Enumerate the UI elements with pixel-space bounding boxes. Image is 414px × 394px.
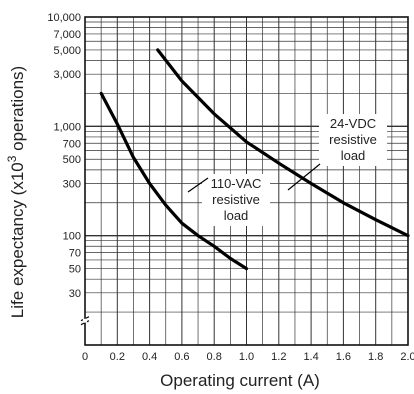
annotation-24-vdc-line: load xyxy=(341,148,366,163)
x-tick-label: 1.0 xyxy=(239,351,254,363)
y-tick-label: 1,000 xyxy=(53,121,81,133)
y-axis-label-sup: 3 xyxy=(5,155,19,162)
annotation-110-vac-line: resistive xyxy=(212,192,260,207)
y-tick-label: 300 xyxy=(63,179,81,191)
y-tick-label: 5,000 xyxy=(53,45,81,57)
x-tick-label: 0.8 xyxy=(207,351,222,363)
plot-frame xyxy=(80,16,409,346)
y-tick-label: 30 xyxy=(69,288,81,300)
y-axis-label: Life expectancy (x103 operations) xyxy=(5,66,27,318)
y-axis-break-gap xyxy=(83,318,87,323)
y-axis-ticks: 10,000 7,000 5,000 3,000 1,000 700 500 300 100 70… xyxy=(47,12,81,300)
annotation-110-vac-line: load xyxy=(224,208,249,223)
y-tick-label: 500 xyxy=(63,154,81,166)
y-tick-label: 10,000 xyxy=(47,12,81,24)
x-tick-label: 1.8 xyxy=(368,351,383,363)
y-axis-label-main: Life expectancy (x10 xyxy=(8,162,27,318)
curve-110-vac xyxy=(99,91,249,271)
annotation-background xyxy=(319,114,387,166)
y-tick-label: 700 xyxy=(63,138,81,150)
annotation-leader-line xyxy=(187,177,209,193)
x-tick-label: 0 xyxy=(82,351,88,363)
curves xyxy=(99,48,410,271)
y-axis-label-tail: operations) xyxy=(8,66,27,156)
x-axis-label: Operating current (A) xyxy=(160,371,320,390)
plot-border xyxy=(84,16,409,346)
x-tick-label: 0.4 xyxy=(142,351,157,363)
x-tick-label: 1.6 xyxy=(336,351,351,363)
annotation-110-vac-line: 110-VAC xyxy=(211,176,262,191)
x-tick-label: 1.4 xyxy=(303,351,318,363)
curve-24-vdc xyxy=(156,48,410,238)
y-tick-label: 100 xyxy=(63,231,81,243)
annotation-24-vdc-line: resistive xyxy=(329,132,377,147)
x-tick-label: 0.6 xyxy=(174,351,189,363)
y-tick-label: 50 xyxy=(69,264,81,276)
y-tick-label: 3,000 xyxy=(53,69,81,81)
grid xyxy=(85,17,408,345)
annotation-background xyxy=(202,174,270,226)
annotation-leader-line xyxy=(287,163,321,191)
x-tick-label: 2.0 xyxy=(400,351,414,363)
y-tick-label: 70 xyxy=(69,248,81,260)
y-tick-label: 7,000 xyxy=(53,29,81,41)
x-axis-ticks: 0 0.2 0.4 0.6 0.8 1.0 1.2 1.4 1.6 1.8 2.0 xyxy=(82,351,414,363)
x-tick-label: 0.2 xyxy=(110,351,125,363)
annotation-24-vdc-line: 24-VDC xyxy=(330,116,376,131)
x-tick-label: 1.2 xyxy=(271,351,286,363)
